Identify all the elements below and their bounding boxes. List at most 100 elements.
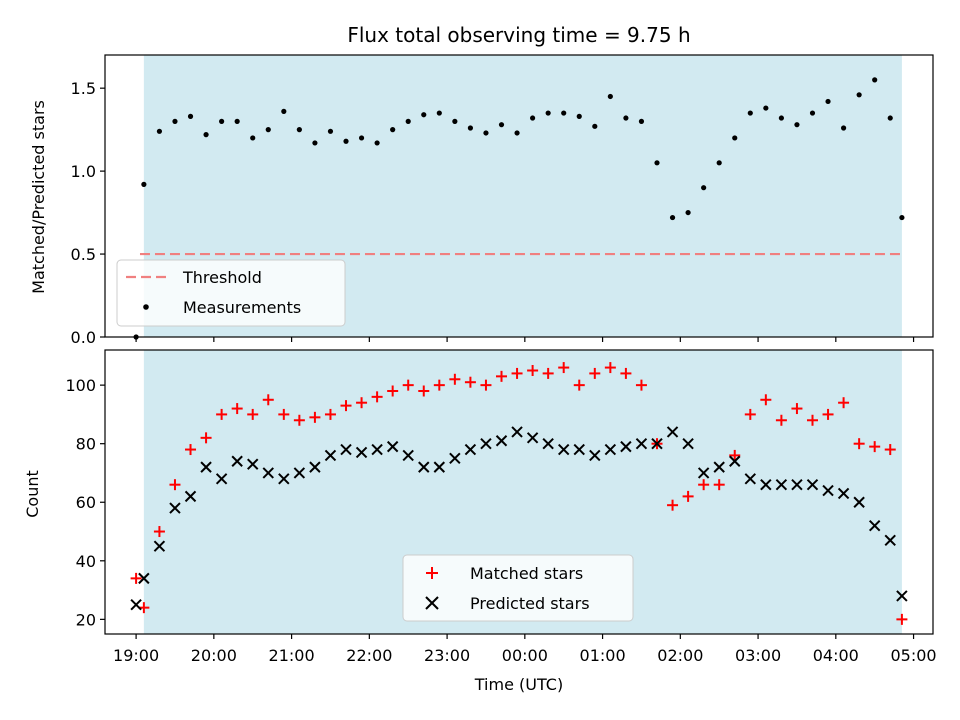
top-axes-frame [104,54,934,338]
matched-star-marker [822,408,834,420]
matched-star-marker [775,414,787,426]
predicted-star-marker [604,443,617,456]
measurement-point [592,123,598,129]
legend-matched-swatch [426,567,438,579]
measurement-point [296,127,302,133]
predicted-star-marker [480,437,492,450]
matched-star-marker [713,479,725,491]
measurement-point [794,122,800,128]
matched-star-marker [527,364,539,376]
bottom-x-ticks: 19:00 20:00 21:00 22:00 23:00 00:00 01:00 02:00… [113,634,937,665]
predicted-star-marker [791,478,803,491]
matched-star-marker [869,441,881,453]
matched-star-marker [418,385,430,397]
measurement-point [856,92,862,98]
measurement-point [343,138,349,144]
measurement-point [825,98,831,105]
matched-star-marker [698,479,710,491]
measurement-point [872,77,878,83]
top-y-axis-label: Matched/Predicted stars [29,100,48,294]
legend-matched-label: Matched stars [470,564,583,583]
top-ytick-label: 0.5 [71,245,96,264]
predicted-star-marker [371,443,383,456]
matched-star-marker [130,572,142,584]
measurement-point [669,214,676,221]
measurement-point [809,110,816,116]
x-tick-label: 01:00 [580,646,626,665]
matched-star-marker [884,444,896,456]
measurement-point [219,118,225,124]
predicted-star-marker [130,599,142,611]
bottom-ytick-label: 80 [76,435,96,454]
matched-star-marker [402,379,414,391]
predicted-star-marker [184,490,197,503]
predicted-star-marker [464,443,477,456]
predicted-star-marker [896,590,908,602]
predicted-star-marker [169,502,181,514]
matched-star-marker [729,449,741,461]
predicted-star-marker [247,458,259,470]
bottom-legend-box [402,554,634,622]
matched-star-marker [449,373,461,385]
x-tick-label: 23:00 [424,646,470,665]
predicted-star-marker [822,484,834,497]
measurement-point [172,118,178,124]
predicted-star-marker [884,534,896,547]
bottom-ytick-label: 100 [65,376,96,395]
predicted-star-marker [635,437,648,450]
predicted-star-marker [526,432,539,444]
predicted-star-marker [340,443,352,456]
measurement-point [141,181,147,187]
x-tick-label: 22:00 [346,646,392,665]
matched-star-marker [496,370,508,382]
matched-star-marker [635,379,647,391]
predicted-star-marker [651,437,663,450]
matched-star-marker [169,479,181,491]
matched-star-marker [806,414,818,426]
predicted-star-marker [138,572,150,585]
bottom-ytick-label: 20 [76,610,96,629]
matched-star-marker [262,394,274,406]
predicted-star-marker [153,540,166,552]
matched-star-marker [573,379,585,391]
matched-star-marker [464,376,476,388]
predicted-star-marker [355,446,368,459]
matched-star-marker [558,362,570,374]
matched-star-marker [682,490,694,502]
matched-stars-markers [130,362,908,625]
legend-predicted-label: Predicted stars [470,594,590,613]
predicted-star-marker [853,496,865,508]
measurement-point [390,127,396,133]
legend-threshold-label: Threshold [182,268,262,287]
predicted-star-marker [215,473,228,485]
matched-star-marker [278,408,290,420]
predicted-star-marker [449,452,461,465]
measurement-point [374,140,380,146]
measurement-point [514,130,520,136]
predicted-star-marker [682,437,694,450]
measurement-point [623,115,629,121]
legend-measurements-swatch [143,304,149,310]
predicted-star-marker [837,487,850,500]
measurement-point [156,128,163,134]
predicted-star-marker [557,443,570,456]
matched-star-marker [247,408,259,420]
matched-star-marker [231,403,243,415]
measurement-point [561,110,567,116]
top-legend: Threshold Measurements [116,259,346,327]
predicted-star-marker [760,478,772,491]
matched-star-marker [853,438,865,450]
top-ytick-label: 0.0 [71,328,96,347]
bottom-y-ticks: 20 40 60 80 100 [65,376,105,629]
measurement-point [250,135,256,141]
matched-star-marker [760,394,772,406]
predicted-star-marker [495,435,508,447]
matched-star-marker [433,379,445,391]
bottom-y-axis-label: Count [23,470,42,518]
measurement-point [732,135,738,141]
predicted-star-marker [775,478,788,491]
matched-star-marker [620,367,632,379]
top-ytick-label: 1.0 [71,162,96,181]
matched-star-marker [324,408,336,420]
